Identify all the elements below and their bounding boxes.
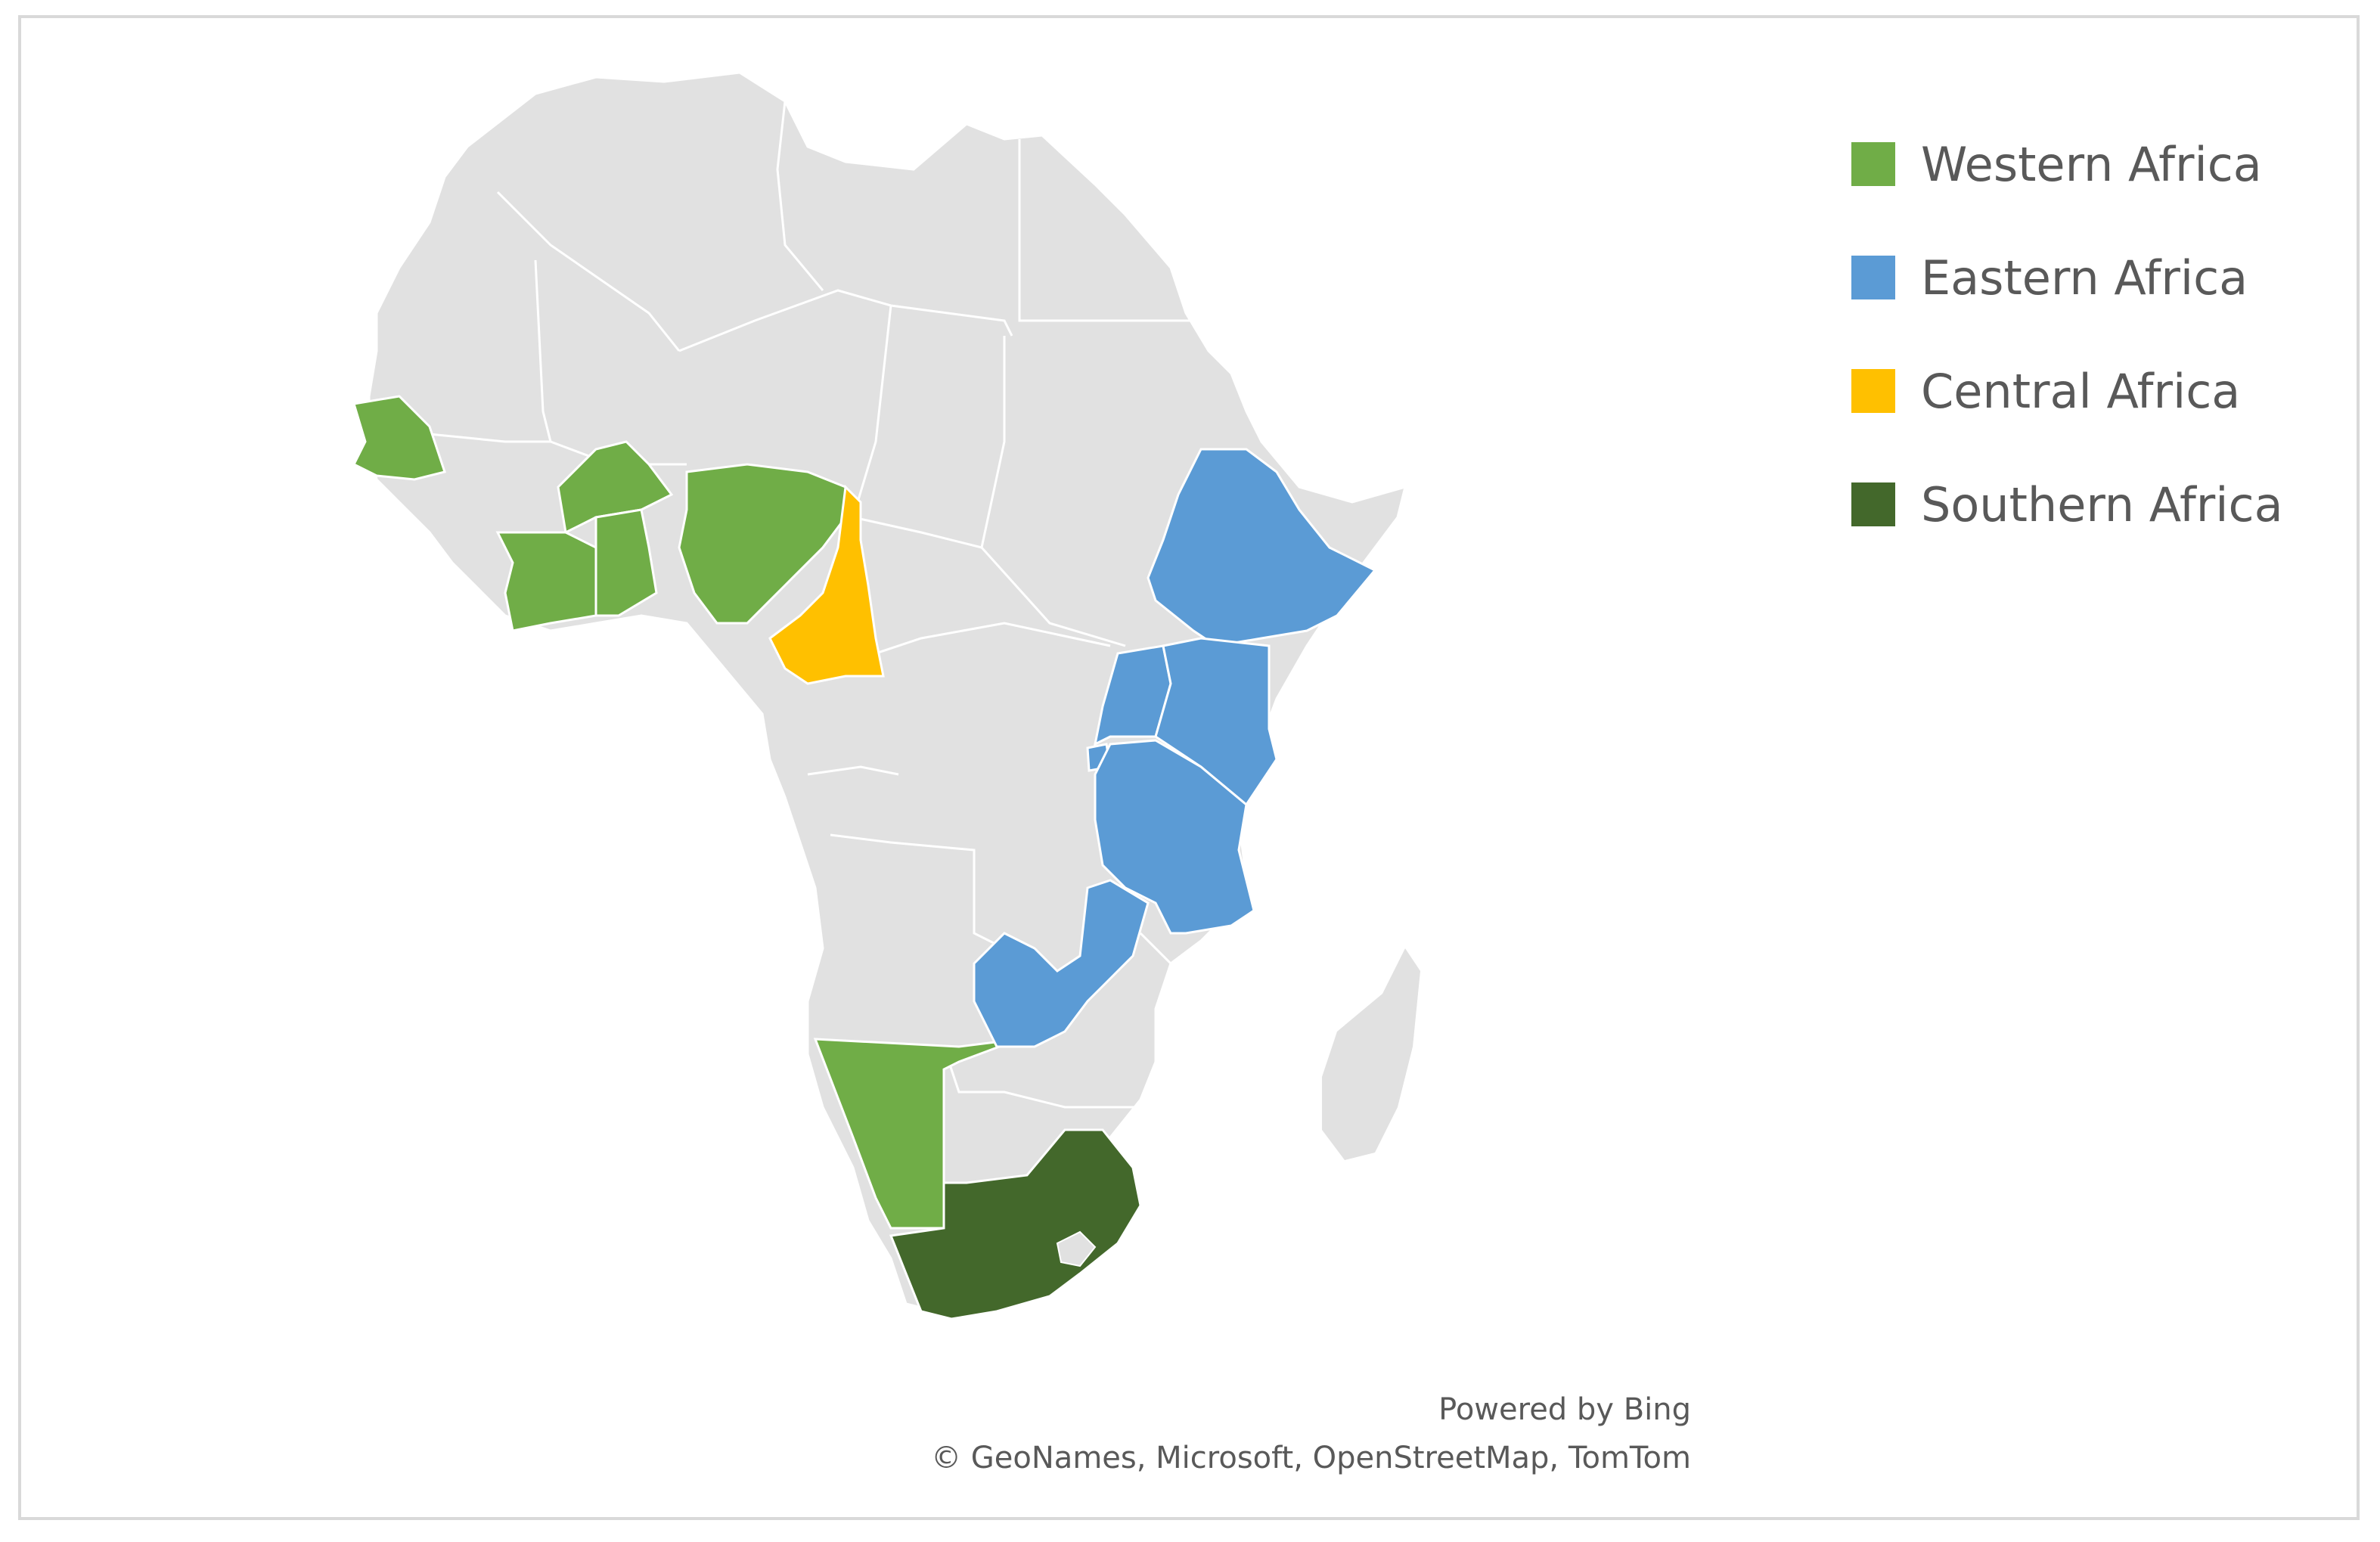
- malawi-zambia-eastern[interactable]: [973, 879, 1150, 1048]
- legend-item-central-africa[interactable]: Central Africa: [1851, 334, 2283, 448]
- base-land: [368, 71, 1420, 1313]
- legend-label: Eastern Africa: [1921, 250, 2248, 306]
- legend-label: Central Africa: [1921, 363, 2241, 419]
- legend-swatch-eastern: [1851, 256, 1895, 299]
- legend-label: Western Africa: [1921, 136, 2262, 192]
- legend-item-western-africa[interactable]: Western Africa: [1851, 107, 2283, 221]
- cameroon-central[interactable]: [768, 484, 885, 685]
- legend-item-southern-africa[interactable]: Southern Africa: [1851, 448, 2283, 561]
- powered-by-text: Powered by Bing: [1438, 1392, 1691, 1427]
- cote-divoire-western[interactable]: [495, 531, 597, 632]
- tanzania-eastern[interactable]: [1094, 739, 1255, 935]
- legend-swatch-southern: [1851, 482, 1895, 526]
- kenya-eastern[interactable]: [1154, 637, 1278, 807]
- south-africa-southern[interactable]: [889, 1128, 1142, 1320]
- lesotho-hole: [1056, 1230, 1097, 1267]
- highlighted-regions: [352, 395, 1377, 1320]
- copyright-text: © GeoNames, Microsoft, OpenStreetMap, To…: [931, 1441, 1691, 1475]
- mali-burkina-western[interactable]: [557, 440, 674, 535]
- legend-item-eastern-africa[interactable]: Eastern Africa: [1851, 221, 2283, 334]
- namibia-western[interactable]: [813, 1038, 1020, 1230]
- legend-swatch-western: [1851, 142, 1895, 186]
- legend: Western Africa Eastern Africa Central Af…: [1851, 107, 2283, 561]
- ethiopia-eastern[interactable]: [1147, 448, 1377, 647]
- map-credits: Powered by Bing © GeoNames, Microsoft, O…: [931, 1385, 1691, 1482]
- madagascar: [1322, 948, 1420, 1160]
- africa-map[interactable]: [21, 18, 2357, 1517]
- legend-swatch-central: [1851, 369, 1895, 413]
- map-frame: Western Africa Eastern Africa Central Af…: [18, 15, 2360, 1520]
- ghana-western[interactable]: [594, 508, 658, 617]
- senegal-western[interactable]: [352, 395, 446, 481]
- legend-label: Southern Africa: [1921, 476, 2283, 532]
- nigeria-western[interactable]: [678, 463, 847, 625]
